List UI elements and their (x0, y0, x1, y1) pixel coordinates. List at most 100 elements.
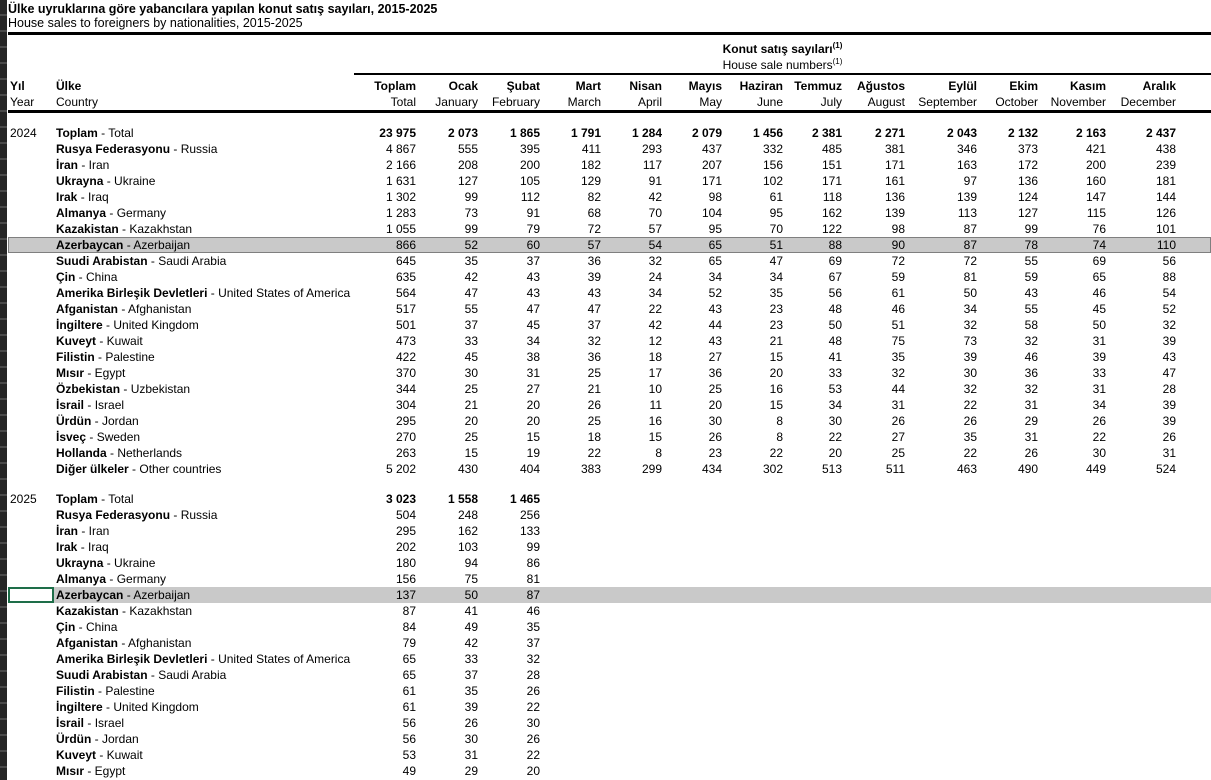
cell-year[interactable] (8, 253, 54, 269)
cell-value[interactable] (726, 635, 787, 651)
cell-value[interactable]: 127 (1017, 206, 1038, 220)
cell-value[interactable] (1110, 699, 1203, 715)
cell-value[interactable]: 8 (655, 446, 662, 460)
cell-value[interactable]: 30 (708, 414, 722, 428)
cell-value[interactable]: 20 (708, 398, 722, 412)
cell-value[interactable]: 41 (464, 604, 478, 618)
cell-value[interactable]: 26 (464, 716, 478, 730)
cell-value[interactable] (544, 571, 605, 587)
cell-country[interactable]: Ürdün - Jordan (56, 732, 139, 746)
cell-value[interactable] (605, 715, 666, 731)
cell-value[interactable]: 52 (464, 238, 478, 252)
cell-value[interactable] (1110, 587, 1203, 603)
cell-value[interactable] (544, 763, 605, 779)
cell-value[interactable]: 35 (963, 430, 977, 444)
cell-value[interactable]: 15 (464, 446, 478, 460)
cell-value[interactable]: 30 (828, 414, 842, 428)
cell-value[interactable]: 126 (1155, 206, 1176, 220)
cell-value[interactable]: 302 (762, 462, 783, 476)
cell-value[interactable] (726, 539, 787, 555)
cell-value[interactable]: 45 (464, 350, 478, 364)
cell-value[interactable]: 47 (464, 286, 478, 300)
cell-value[interactable]: 61 (402, 700, 416, 714)
cell-year[interactable] (8, 349, 54, 365)
cell-value[interactable]: 299 (641, 462, 662, 476)
cell-value[interactable]: 115 (1086, 206, 1106, 220)
cell-value[interactable]: 3 023 (385, 492, 416, 506)
cell-value[interactable] (1110, 571, 1203, 587)
cell-value[interactable] (846, 635, 909, 651)
cell-country[interactable]: Kazakistan - Kazakhstan (56, 222, 193, 236)
cell-value[interactable]: 78 (1024, 238, 1038, 252)
cell-value[interactable]: 81 (526, 572, 540, 586)
cell-value[interactable] (981, 619, 1042, 635)
cell-value[interactable]: 35 (526, 620, 540, 634)
cell-value[interactable]: 490 (1017, 462, 1038, 476)
cell-value[interactable]: 31 (526, 366, 540, 380)
cell-value[interactable] (666, 763, 726, 779)
cell-value[interactable] (726, 603, 787, 619)
cell-value[interactable] (1042, 619, 1110, 635)
cell-value[interactable]: 57 (648, 222, 662, 236)
cell-value[interactable]: 50 (464, 588, 478, 602)
cell-value[interactable]: 44 (891, 382, 905, 396)
cell-value[interactable]: 43 (526, 286, 540, 300)
cell-value[interactable] (909, 523, 981, 539)
cell-value[interactable] (1110, 715, 1203, 731)
cell-value[interactable]: 46 (526, 604, 540, 618)
cell-country[interactable]: Hollanda - Netherlands (56, 446, 183, 460)
cell-value[interactable]: 473 (395, 334, 416, 348)
cell-value[interactable]: 438 (1155, 142, 1176, 156)
cell-value[interactable]: 8 (776, 430, 783, 444)
cell-value[interactable]: 156 (395, 572, 416, 586)
cell-year[interactable] (8, 445, 54, 461)
cell-value[interactable]: 36 (587, 350, 601, 364)
cell-country[interactable]: Filistin - Palestine (56, 684, 155, 698)
cell-value[interactable] (787, 491, 846, 507)
cell-value[interactable] (909, 603, 981, 619)
cell-value[interactable]: 42 (464, 270, 478, 284)
cell-country[interactable]: Özbekistan - Uzbekistan (56, 382, 191, 396)
cell-value[interactable]: 295 (395, 524, 416, 538)
cell-value[interactable] (666, 603, 726, 619)
cell-value[interactable]: 35 (891, 350, 905, 364)
cell-value[interactable]: 151 (821, 158, 842, 172)
cell-value[interactable]: 22 (769, 446, 783, 460)
cell-value[interactable] (787, 731, 846, 747)
cell-value[interactable] (1042, 539, 1110, 555)
cell-country[interactable]: Suudi Arabistan - Saudi Arabia (56, 668, 227, 682)
cell-value[interactable]: 87 (963, 238, 977, 252)
cell-value[interactable]: 27 (891, 430, 905, 444)
cell-value[interactable]: 23 (769, 302, 783, 316)
cell-value[interactable] (981, 747, 1042, 763)
cell-value[interactable]: 26 (963, 414, 977, 428)
cell-value[interactable]: 70 (769, 222, 783, 236)
cell-value[interactable] (666, 699, 726, 715)
cell-value[interactable] (726, 555, 787, 571)
cell-value[interactable]: 30 (963, 366, 977, 380)
cell-value[interactable] (909, 731, 981, 747)
cell-value[interactable]: 256 (519, 508, 540, 522)
cell-value[interactable] (909, 507, 981, 523)
cell-value[interactable]: 42 (648, 318, 662, 332)
cell-value[interactable]: 99 (464, 190, 478, 204)
cell-value[interactable]: 161 (884, 174, 905, 188)
cell-value[interactable] (544, 699, 605, 715)
cell-value[interactable] (846, 523, 909, 539)
cell-value[interactable] (909, 683, 981, 699)
cell-value[interactable] (909, 619, 981, 635)
cell-value[interactable]: 25 (587, 414, 601, 428)
cell-value[interactable] (787, 667, 846, 683)
cell-value[interactable] (981, 539, 1042, 555)
cell-value[interactable]: 22 (963, 446, 977, 460)
cell-value[interactable] (909, 555, 981, 571)
cell-value[interactable]: 381 (884, 142, 905, 156)
cell-value[interactable]: 15 (769, 398, 783, 412)
cell-value[interactable] (1042, 555, 1110, 571)
cell-value[interactable] (544, 587, 605, 603)
cell-value[interactable]: 51 (769, 238, 783, 252)
cell-value[interactable]: 32 (1024, 334, 1038, 348)
cell-value[interactable]: 73 (963, 334, 977, 348)
cell-value[interactable]: 54 (1162, 286, 1176, 300)
cell-value[interactable]: 65 (402, 668, 416, 682)
